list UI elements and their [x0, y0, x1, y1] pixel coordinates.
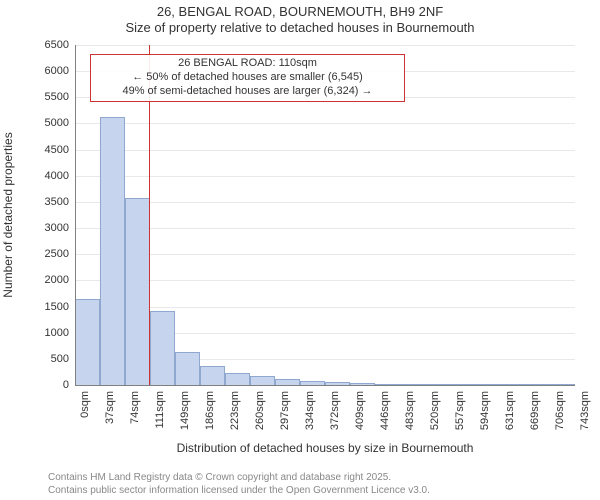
histogram-bar: [75, 299, 100, 385]
x-tick-label: 260sqm: [254, 391, 266, 430]
y-tick-label: 5000: [27, 117, 69, 129]
histogram-bar: [175, 352, 200, 385]
x-tick-label: 520sqm: [429, 391, 441, 430]
x-tick-label: 111sqm: [154, 391, 166, 429]
x-tick-label: 74sqm: [129, 391, 141, 424]
y-tick-label: 2000: [27, 274, 69, 286]
x-tick-label: 334sqm: [304, 391, 316, 430]
y-tick-label: 3000: [27, 222, 69, 234]
x-tick-label: 743sqm: [579, 391, 591, 430]
histogram-bar: [250, 376, 275, 385]
y-axis-title: Number of detached properties: [1, 45, 15, 385]
x-tick-label: 37sqm: [104, 391, 116, 424]
grid-line: [75, 254, 575, 255]
annotation-line1: 26 BENGAL ROAD: 110sqm: [95, 57, 400, 71]
grid-line: [75, 228, 575, 229]
grid-line: [75, 150, 575, 151]
annotation-box: 26 BENGAL ROAD: 110sqm← 50% of detached …: [90, 54, 405, 101]
annotation-line3: 49% of semi-detached houses are larger (…: [95, 85, 400, 99]
y-tick-label: 4000: [27, 170, 69, 182]
x-tick-label: 149sqm: [179, 391, 191, 430]
histogram-bar: [100, 117, 125, 385]
grid-line: [75, 280, 575, 281]
histogram-bar: [200, 366, 225, 385]
chart-title-line2: Size of property relative to detached ho…: [0, 20, 600, 36]
histogram-bar: [225, 373, 250, 385]
y-axis-line: [75, 45, 76, 385]
x-tick-label: 297sqm: [279, 391, 291, 430]
x-tick-label: 0sqm: [79, 391, 91, 418]
x-tick-label: 186sqm: [204, 391, 216, 430]
grid-line: [75, 176, 575, 177]
grid-line: [75, 123, 575, 124]
grid-line: [75, 202, 575, 203]
annotation-line2: ← 50% of detached houses are smaller (6,…: [95, 71, 400, 85]
x-tick-label: 446sqm: [379, 391, 391, 430]
y-tick-label: 3500: [27, 196, 69, 208]
y-tick-label: 0: [27, 379, 69, 391]
footer-attribution: Contains HM Land Registry data © Crown c…: [48, 472, 430, 497]
y-tick-label: 500: [27, 353, 69, 365]
histogram-bar: [150, 311, 175, 385]
y-tick-label: 5500: [27, 91, 69, 103]
y-tick-label: 4500: [27, 144, 69, 156]
footer-line2: Contains public sector information licen…: [48, 485, 430, 498]
y-tick-label: 2500: [27, 248, 69, 260]
x-tick-label: 631sqm: [504, 391, 516, 430]
chart-title: 26, BENGAL ROAD, BOURNEMOUTH, BH9 2NF Si…: [0, 4, 600, 35]
x-tick-label: 557sqm: [454, 391, 466, 430]
x-tick-label: 372sqm: [329, 391, 341, 430]
x-axis-line: [75, 385, 575, 386]
x-tick-label: 594sqm: [479, 391, 491, 430]
x-tick-label: 409sqm: [354, 391, 366, 430]
x-axis-title: Distribution of detached houses by size …: [75, 441, 575, 455]
grid-line: [75, 307, 575, 308]
grid-line: [75, 45, 575, 46]
y-tick-label: 1000: [27, 327, 69, 339]
x-tick-label: 669sqm: [529, 391, 541, 430]
histogram-plot: 26 BENGAL ROAD: 110sqm← 50% of detached …: [75, 45, 575, 385]
histogram-bar: [125, 198, 150, 385]
x-tick-label: 223sqm: [229, 391, 241, 430]
y-tick-label: 1500: [27, 301, 69, 313]
x-tick-label: 483sqm: [404, 391, 416, 430]
y-tick-label: 6000: [27, 65, 69, 77]
footer-line1: Contains HM Land Registry data © Crown c…: [48, 472, 430, 485]
y-tick-label: 6500: [27, 39, 69, 51]
x-tick-label: 706sqm: [554, 391, 566, 430]
chart-title-line1: 26, BENGAL ROAD, BOURNEMOUTH, BH9 2NF: [0, 4, 600, 20]
